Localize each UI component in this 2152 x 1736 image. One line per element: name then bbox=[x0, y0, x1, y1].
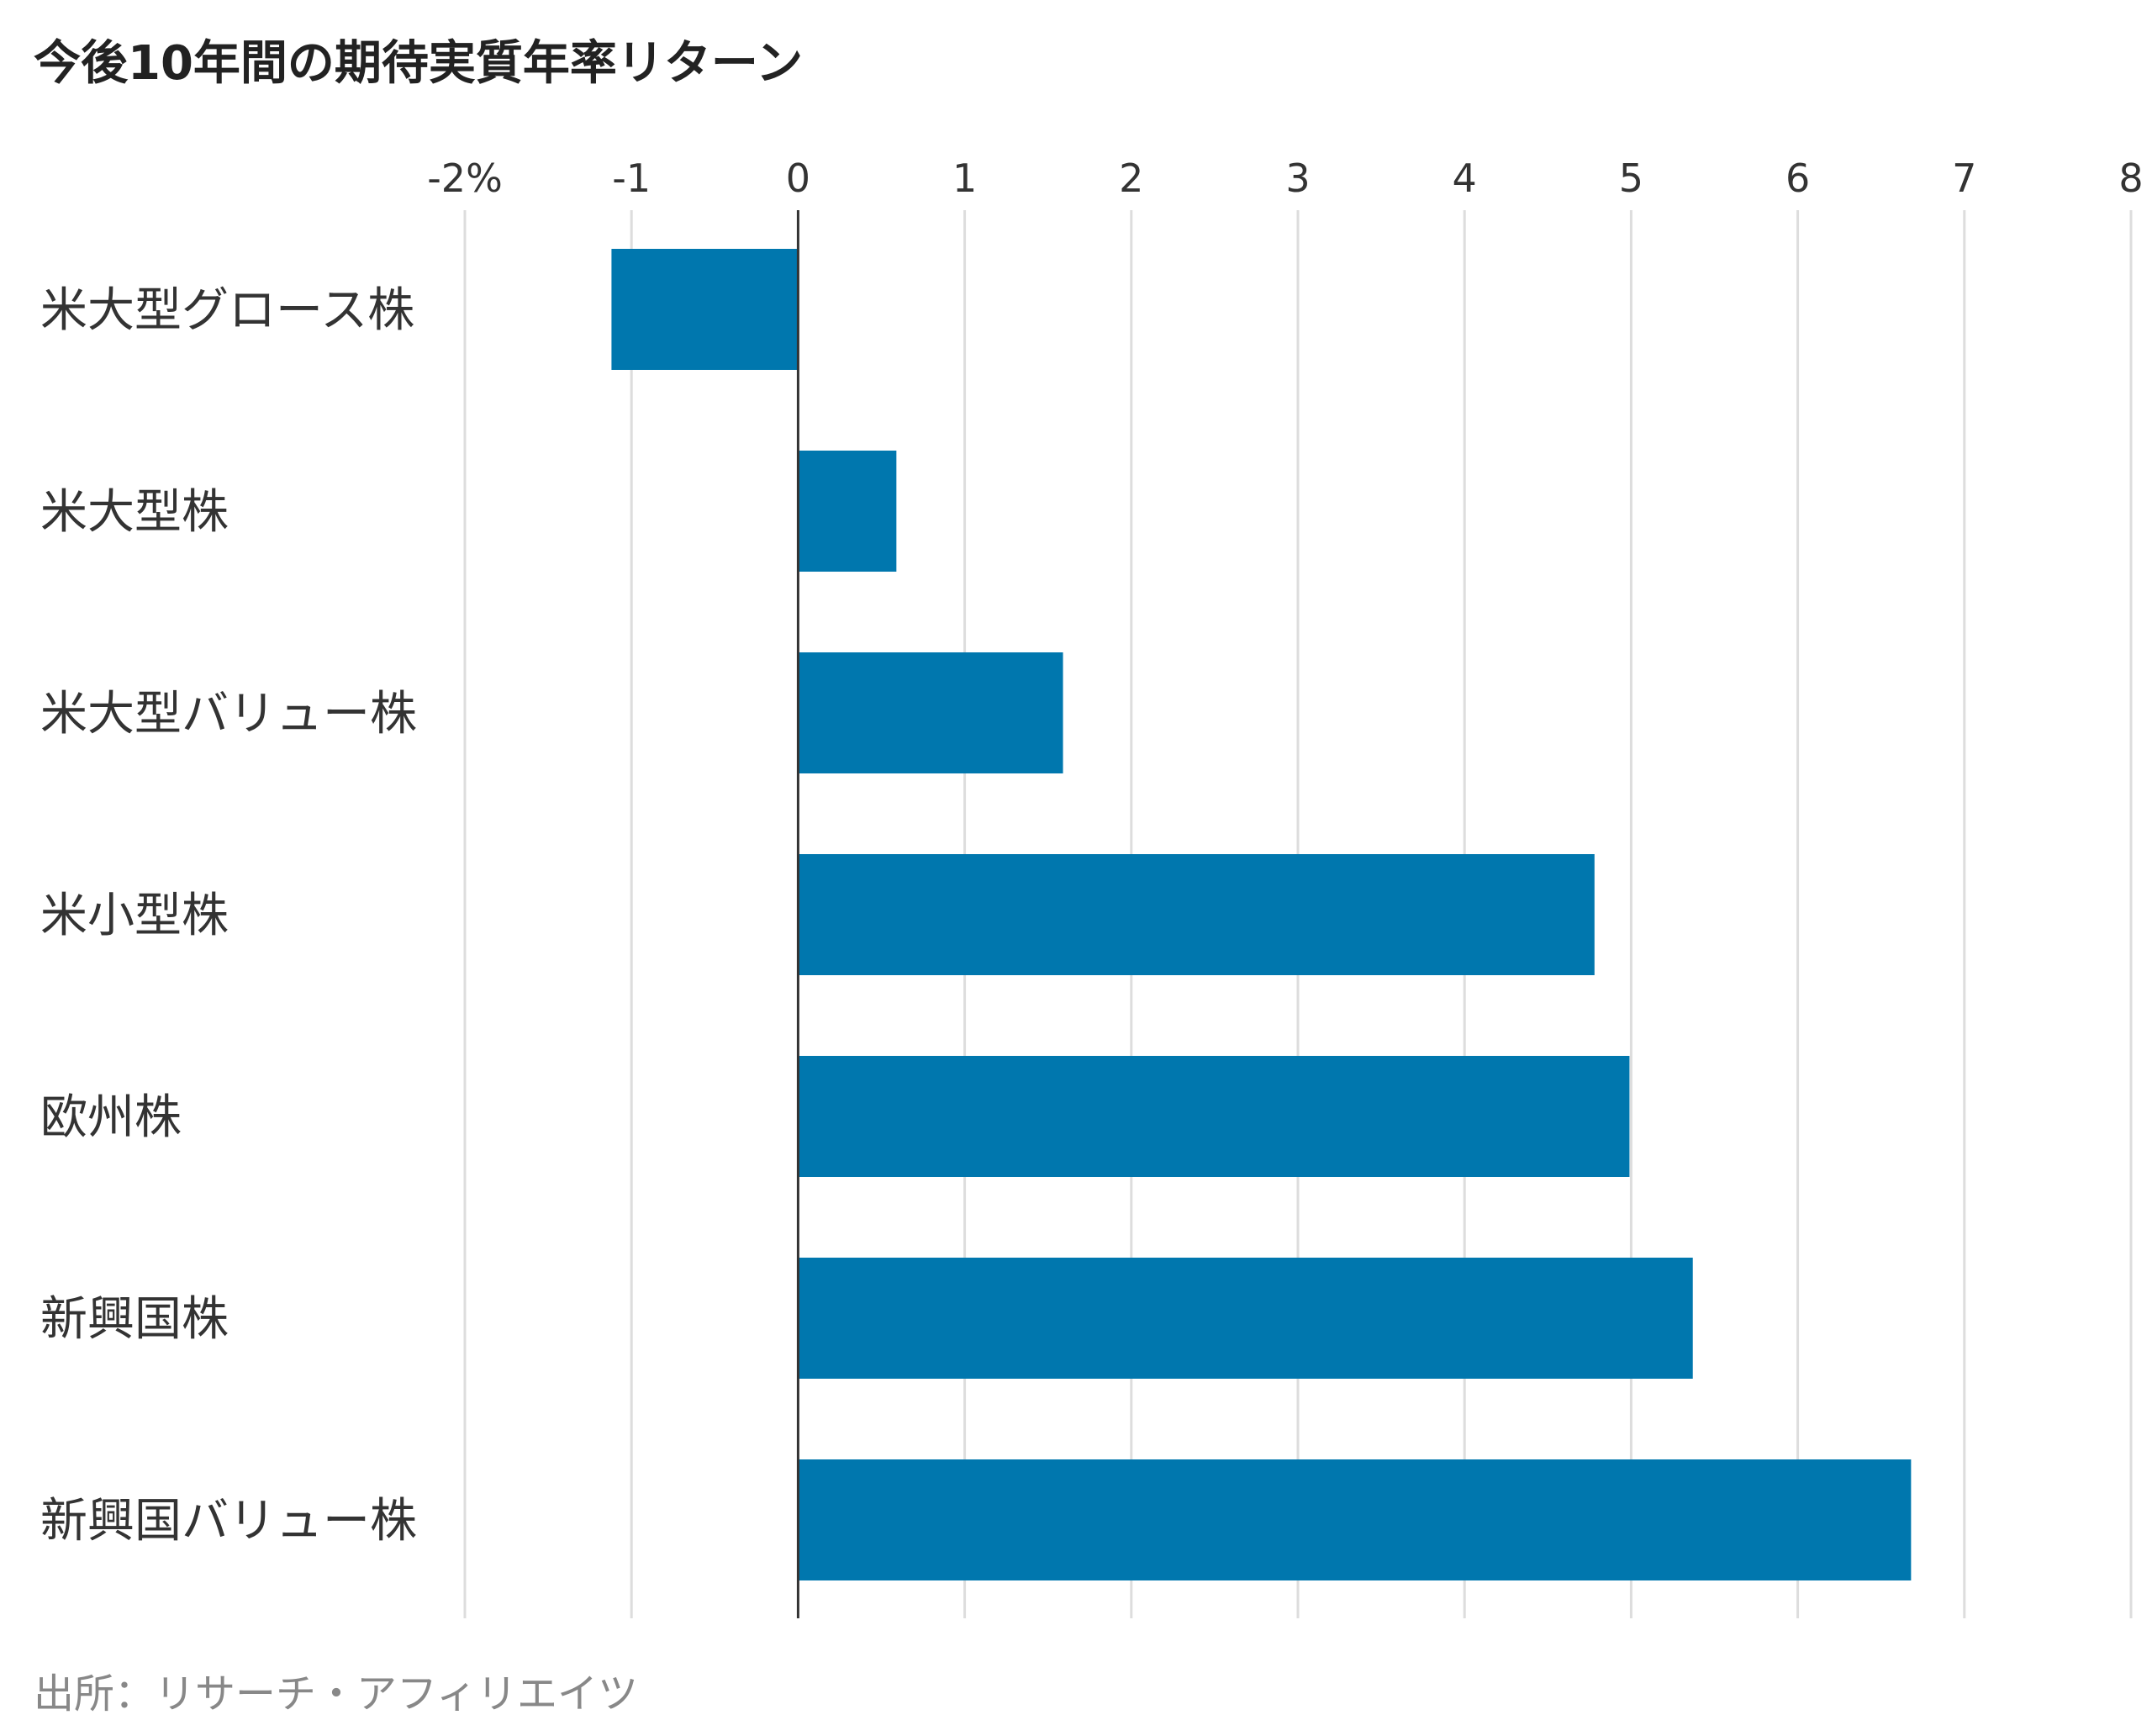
bar bbox=[798, 652, 1063, 773]
category-label: 米大型株 bbox=[40, 485, 229, 540]
x-tick-label: 4 bbox=[1453, 156, 1477, 201]
x-tick-label: 1 bbox=[952, 156, 977, 201]
category-label: 新興国バリュー株 bbox=[40, 1494, 417, 1549]
x-tick-label: 3 bbox=[1285, 156, 1310, 201]
x-tick-label: -1 bbox=[612, 156, 651, 201]
bar bbox=[611, 249, 799, 370]
category-label: 新興国株 bbox=[40, 1292, 229, 1347]
bars bbox=[611, 249, 1912, 1580]
category-label: 欧州株 bbox=[40, 1090, 182, 1145]
x-tick-label: 0 bbox=[786, 156, 810, 201]
category-label: 米大型バリュー株 bbox=[40, 687, 417, 741]
bar bbox=[798, 1459, 1912, 1580]
x-tick-label: 8 bbox=[2118, 156, 2143, 201]
x-tick-label: -2% bbox=[427, 156, 503, 201]
bar bbox=[798, 1258, 1693, 1379]
x-tick-label: 5 bbox=[1619, 156, 1643, 201]
x-tick-labels: -2% -1 0 1 2 3 4 5 6 7 8 bbox=[427, 156, 2143, 201]
bar bbox=[798, 1056, 1630, 1177]
bar bbox=[798, 451, 897, 572]
chart-title: 今後10年間の期待実質年率リターン bbox=[34, 36, 804, 91]
bar bbox=[798, 854, 1595, 975]
x-tick-label: 2 bbox=[1119, 156, 1143, 201]
category-label: 米大型グロース株 bbox=[40, 283, 414, 338]
x-tick-label: 7 bbox=[1952, 156, 1976, 201]
source-note: 出所：リサーチ・アフィリエイツ bbox=[34, 1670, 639, 1718]
x-tick-label: 6 bbox=[1785, 156, 1810, 201]
category-label: 米小型株 bbox=[40, 889, 229, 943]
